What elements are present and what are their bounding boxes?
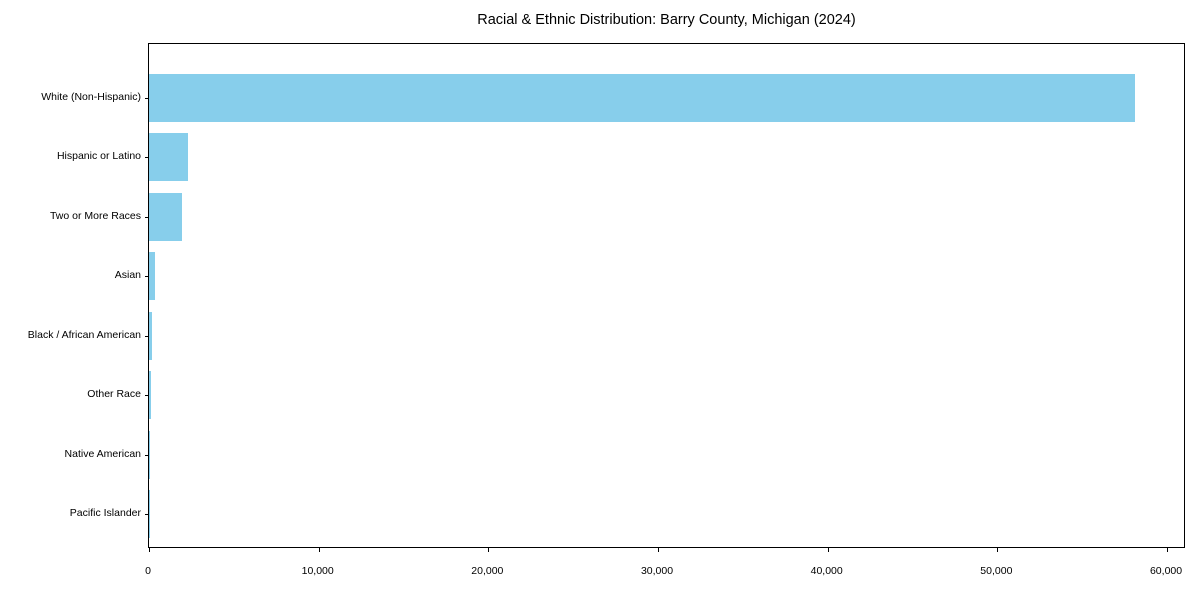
y-tick (145, 335, 149, 337)
y-tick (145, 157, 149, 159)
bar-white-non-hispanic (149, 74, 1135, 122)
x-tick-label-0: 0 (145, 565, 151, 577)
bar-native-american (149, 430, 151, 479)
bar-two-or-more-races (149, 192, 183, 241)
y-tick (145, 395, 149, 397)
x-tick-label-30-000: 30,000 (640, 565, 674, 577)
y-tick-label-asian: Asian (114, 269, 141, 282)
x-tick-label-50-000: 50,000 (980, 565, 1013, 577)
y-tick (145, 454, 149, 456)
x-tick-label-20-000: 20,000 (471, 565, 504, 577)
y-tick-label-pacific-islander: Pacific Islander (69, 507, 141, 519)
x-tick (997, 548, 999, 552)
y-tick-label-hispanic-or-latino: Hispanic or Latino (56, 150, 141, 163)
y-tick (145, 216, 149, 218)
y-tick (145, 98, 149, 99)
x-tick-label-60-000: 60,000 (1149, 565, 1183, 577)
x-tick (318, 548, 320, 552)
y-tick-label-white-non-hispanic: White (Non-Hispanic) (41, 91, 141, 103)
x-tick-label-40-000: 40,000 (810, 565, 843, 577)
bar-hispanic-or-latino (149, 133, 189, 182)
y-tick (145, 514, 149, 515)
plot-area (145, 43, 1185, 552)
x-tick (658, 548, 660, 552)
x-tick (488, 548, 490, 552)
y-tick-label-black-african-american: Black / African American (27, 328, 141, 341)
bar-black-african-american (149, 311, 153, 360)
x-tick (149, 548, 150, 552)
y-tick-label-two-or-more-races: Two or More Races (49, 209, 141, 222)
bar-other-race (149, 371, 152, 420)
y-tick-label-other-race: Other Race (87, 388, 141, 401)
y-tick-label-native-american: Native American (64, 447, 141, 460)
x-tick (1167, 548, 1169, 552)
bar-asian (149, 252, 155, 301)
x-tick-label-10-000: 10,000 (301, 565, 334, 577)
x-tick (827, 548, 829, 552)
chart-title: Racial & Ethnic Distribution: Barry Coun… (477, 12, 856, 28)
y-tick (145, 276, 149, 278)
